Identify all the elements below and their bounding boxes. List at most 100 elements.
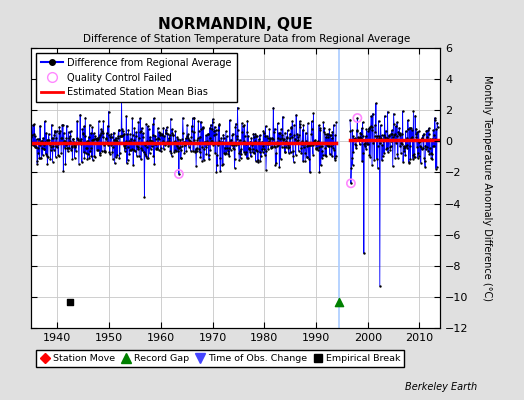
Point	[402, 143, 410, 149]
Point	[138, 125, 146, 131]
Point	[418, 135, 427, 142]
Point	[231, 156, 239, 162]
Point	[401, 128, 410, 134]
Point	[406, 124, 414, 131]
Point	[99, 118, 107, 124]
Point	[66, 133, 74, 140]
Point	[144, 155, 152, 161]
Point	[421, 142, 430, 149]
Point	[394, 128, 402, 135]
Point	[157, 148, 165, 154]
Point	[205, 125, 214, 131]
Point	[51, 128, 59, 135]
Point	[224, 140, 232, 146]
Point	[129, 137, 138, 143]
Point	[70, 139, 78, 145]
Point	[366, 124, 374, 130]
Point	[103, 139, 112, 145]
Point	[189, 148, 198, 154]
Point	[228, 141, 236, 148]
Point	[257, 146, 266, 153]
Point	[260, 130, 268, 136]
Point	[129, 162, 137, 168]
Point	[48, 135, 56, 142]
Point	[300, 144, 309, 150]
Point	[201, 138, 210, 145]
Point	[181, 139, 189, 146]
Point	[316, 162, 325, 168]
Point	[77, 141, 85, 148]
Point	[140, 194, 149, 200]
Point	[413, 155, 422, 161]
Point	[302, 138, 310, 144]
Point	[126, 131, 134, 138]
Point	[283, 127, 292, 134]
Point	[162, 130, 171, 136]
Point	[432, 126, 441, 133]
Point	[104, 123, 112, 129]
Point	[48, 159, 57, 165]
Point	[308, 142, 316, 148]
Point	[388, 131, 397, 138]
Point	[70, 142, 78, 148]
Point	[379, 153, 387, 159]
Point	[150, 141, 159, 147]
Point	[168, 126, 176, 132]
Point	[89, 137, 97, 143]
Point	[418, 146, 426, 153]
Point	[227, 136, 235, 143]
Point	[307, 131, 315, 138]
Point	[152, 141, 161, 148]
Point	[355, 141, 364, 148]
Point	[266, 135, 275, 142]
Point	[172, 148, 180, 154]
Point	[379, 132, 388, 138]
Point	[247, 153, 255, 160]
Point	[111, 137, 119, 143]
Point	[282, 144, 290, 151]
Point	[99, 130, 107, 136]
Point	[425, 151, 433, 158]
Point	[92, 136, 100, 142]
Point	[160, 146, 168, 152]
Point	[218, 162, 226, 168]
Point	[261, 123, 270, 129]
Point	[199, 125, 208, 132]
Point	[111, 160, 119, 167]
Point	[361, 140, 369, 146]
Point	[116, 133, 124, 140]
Point	[331, 132, 340, 138]
Point	[418, 135, 426, 141]
Point	[381, 133, 389, 140]
Point	[183, 122, 191, 128]
Point	[202, 132, 210, 138]
Point	[271, 144, 279, 150]
Point	[244, 133, 253, 139]
Point	[155, 136, 163, 142]
Point	[235, 137, 244, 143]
Point	[362, 133, 370, 140]
Point	[320, 125, 329, 131]
Point	[104, 142, 112, 148]
Point	[122, 138, 130, 144]
Point	[198, 158, 206, 164]
Point	[385, 133, 393, 139]
Point	[399, 159, 407, 165]
Point	[428, 136, 436, 142]
Point	[94, 147, 103, 153]
Point	[177, 155, 185, 161]
Point	[188, 123, 196, 129]
Point	[253, 132, 261, 139]
Point	[358, 158, 366, 164]
Point	[34, 150, 42, 157]
Point	[406, 156, 414, 162]
Point	[47, 144, 56, 150]
Point	[226, 138, 234, 145]
Point	[112, 137, 121, 144]
Point	[78, 159, 86, 165]
Point	[268, 134, 276, 141]
Point	[259, 128, 268, 134]
Point	[173, 134, 181, 141]
Point	[312, 145, 320, 152]
Point	[185, 136, 193, 143]
